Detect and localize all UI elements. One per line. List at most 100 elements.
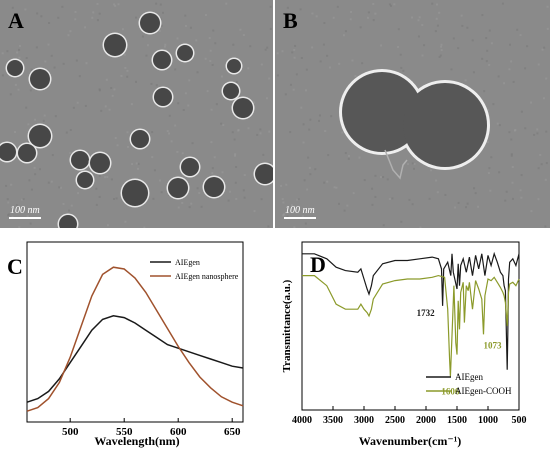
tem-speckle — [270, 28, 272, 30]
nanosphere — [122, 180, 148, 206]
tem-speckle — [209, 60, 211, 62]
tem-speckle — [326, 55, 328, 57]
tem-speckle — [391, 197, 393, 199]
tem-speckle — [508, 131, 510, 133]
tem-speckle — [311, 46, 313, 48]
tem-speckle — [69, 152, 71, 154]
tem-speckle — [544, 225, 546, 227]
tem-speckle — [277, 74, 279, 76]
tem-speckle — [400, 54, 402, 56]
tem-speckle — [131, 103, 133, 105]
tem-speckle — [247, 67, 249, 69]
tem-speckle — [31, 189, 33, 191]
tem-speckle — [324, 130, 326, 132]
tem-speckle — [188, 79, 190, 81]
tem-speckle — [266, 47, 268, 49]
tem-speckle — [85, 105, 87, 107]
tem-speckle — [124, 67, 126, 69]
tem-speckle — [76, 60, 78, 62]
tem-speckle — [6, 50, 8, 52]
tem-speckle — [239, 29, 241, 31]
tem-speckle — [323, 44, 325, 46]
tem-speckle — [458, 202, 460, 204]
tem-speckle — [23, 198, 25, 200]
panel-a-scale-label: 100 nm — [10, 206, 40, 216]
tem-speckle — [277, 52, 279, 54]
tem-speckle — [285, 93, 287, 95]
tem-speckle — [411, 17, 413, 19]
tem-speckle — [174, 68, 176, 70]
tem-speckle — [79, 75, 81, 77]
tem-speckle — [266, 97, 268, 99]
tem-speckle — [96, 204, 98, 206]
tem-speckle — [467, 203, 469, 205]
chart-d-series — [302, 254, 519, 377]
tem-speckle — [305, 223, 307, 225]
tem-speckle — [408, 199, 410, 201]
tem-speckle — [176, 151, 178, 153]
tem-speckle — [34, 173, 36, 175]
tem-speckle — [488, 64, 490, 66]
tem-speckle — [514, 130, 516, 132]
tem-speckle — [307, 157, 309, 159]
tem-speckle — [267, 225, 269, 227]
tem-speckle — [457, 47, 459, 49]
tem-speckle — [211, 172, 213, 174]
tem-speckle — [380, 176, 382, 178]
panel-b-letter: B — [283, 10, 298, 32]
tem-speckle — [244, 197, 246, 199]
tem-speckle — [138, 163, 140, 165]
tem-speckle — [5, 185, 7, 187]
chart-d-xlabel-text: Wavenumber(cm⁻¹) — [359, 434, 462, 448]
tem-speckle — [97, 19, 99, 21]
tem-speckle — [423, 44, 425, 46]
d-xtick-label: 2500 — [385, 415, 405, 426]
tem-speckle — [270, 6, 272, 8]
tem-speckle — [25, 107, 27, 109]
tem-speckle — [210, 50, 212, 52]
tem-speckle — [398, 28, 400, 30]
tem-speckle — [36, 46, 38, 48]
tem-speckle — [397, 46, 399, 48]
tem-speckle — [343, 34, 345, 36]
tem-speckle — [303, 123, 305, 125]
tem-speckle — [441, 44, 443, 46]
tem-speckle — [235, 166, 237, 168]
tem-speckle — [7, 198, 9, 200]
tem-speckle — [512, 198, 514, 200]
tem-speckle — [364, 179, 366, 181]
tem-speckle — [530, 210, 532, 212]
tem-speckle — [99, 196, 101, 198]
tem-speckle — [437, 191, 439, 193]
tem-speckle — [454, 206, 456, 208]
tem-speckle — [18, 49, 20, 51]
tem-speckle — [354, 75, 356, 77]
tem-speckle — [345, 152, 347, 154]
tem-speckle — [117, 3, 119, 5]
tem-speckle — [43, 120, 45, 122]
tem-speckle — [51, 55, 53, 57]
tem-speckle — [30, 89, 32, 91]
tem-speckle — [285, 184, 287, 186]
tem-speckle — [126, 76, 128, 78]
legend-c-nanosphere-label: AIEgen nanosphere — [175, 272, 239, 281]
tem-speckle — [319, 114, 321, 116]
tem-speckle — [400, 221, 402, 223]
tem-speckle — [390, 5, 392, 7]
tem-speckle — [234, 139, 236, 141]
d-xtick-label: 2000 — [416, 415, 436, 426]
tem-speckle — [289, 131, 291, 133]
tem-speckle — [30, 223, 32, 225]
tem-speckle — [161, 191, 163, 193]
tem-speckle — [335, 187, 337, 189]
tem-speckle — [536, 132, 538, 134]
tem-speckle — [61, 6, 63, 8]
tem-speckle — [439, 56, 441, 58]
tem-speckle — [181, 202, 183, 204]
tem-speckle — [2, 74, 4, 76]
chart-c-frame — [27, 242, 243, 422]
tem-speckle — [382, 176, 384, 178]
tem-speckle — [293, 49, 295, 51]
tem-speckle — [187, 104, 189, 106]
tem-speckle — [109, 109, 111, 111]
